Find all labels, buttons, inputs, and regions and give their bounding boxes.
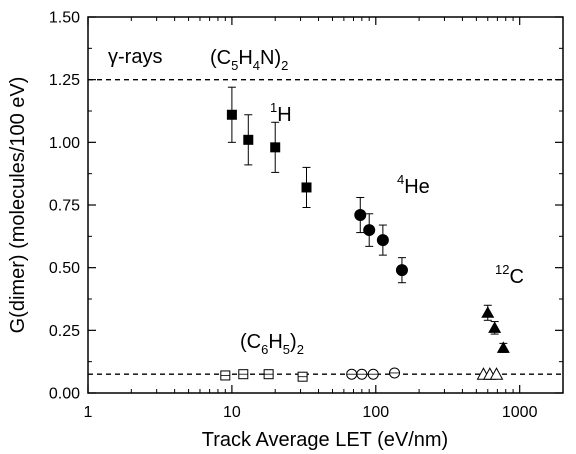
y-tick-label: 1.25 — [49, 72, 80, 89]
data-point-circle — [354, 209, 367, 222]
data-point-open-triangle — [489, 367, 504, 380]
x-tick-label: 1000 — [502, 404, 538, 421]
data-point-square — [243, 134, 254, 145]
data-point-square — [301, 182, 312, 193]
data-point-circle — [376, 234, 389, 247]
data-point-triangle — [496, 341, 510, 353]
x-tick-label: 1 — [84, 404, 93, 421]
gamma-rays-label: γ-rays — [108, 46, 162, 68]
bipyridine-label: (C5H4N)2 — [210, 47, 288, 73]
y-tick-label: 1.00 — [49, 135, 80, 152]
data-marks — [220, 86, 510, 382]
data-point-circle — [395, 264, 408, 277]
helium-label: 4He — [397, 172, 430, 198]
proton-label: 1H — [270, 100, 292, 126]
x-tick-label: 10 — [223, 404, 241, 421]
y-tick-label: 0.25 — [49, 323, 80, 340]
carbon-label: 12C — [495, 262, 524, 288]
data-point-square — [270, 142, 281, 153]
y-axis-label: G(dimer) (molecules/100 eV) — [7, 77, 29, 334]
data-point-triangle — [481, 306, 495, 318]
y-tick-label: 0.75 — [49, 198, 80, 215]
data-point-circle — [363, 224, 376, 237]
biphenyl-label: (C6H5)2 — [240, 331, 304, 357]
ticks: 1 10 100 1000 0.00 0.25 0.50 0.75 1.00 1.25 1.50 — [49, 10, 563, 421]
y-tick-label: 0.50 — [49, 260, 80, 277]
plot-frame — [87, 16, 564, 394]
y-tick-label: 1.50 — [49, 10, 80, 27]
x-tick-label: 100 — [362, 404, 389, 421]
reference-lines — [88, 79, 563, 375]
y-tick-label: 0.00 — [49, 386, 80, 403]
x-axis-label: Track Average LET (eV/nm) — [202, 429, 448, 451]
data-point-square — [226, 109, 237, 120]
data-point-triangle — [488, 321, 502, 333]
